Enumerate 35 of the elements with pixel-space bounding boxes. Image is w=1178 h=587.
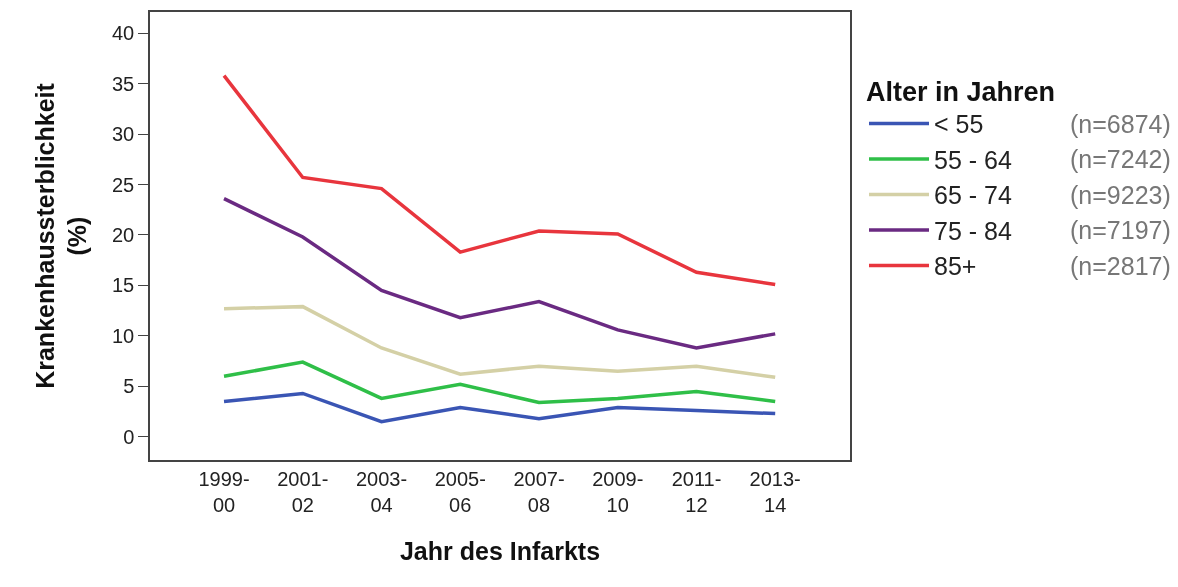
text: (n=2817) [1070,252,1171,280]
text: (n=7242) [1070,145,1171,173]
legend-label: 55 - 64 [934,145,1012,174]
line-series [222,391,777,424]
text: (n=9223) [1070,181,1171,209]
y-tick-label: 40 [112,22,135,45]
x-tick-label: 2007-08 [513,467,565,516]
legend-label: 65 - 74 [934,181,1012,210]
x-tick-label: 2005-06 [434,467,486,516]
legend-label: 85+ [934,252,977,281]
x-tick-label: 2003-04 [355,467,408,516]
line-series [222,360,777,405]
y-tick-label: 25 [112,173,135,196]
y-tick-label: 5 [123,375,135,398]
y-tick-label: 0 [123,425,135,448]
legend-label: < 55 [934,110,984,139]
y-tick-label: 10 [112,324,135,347]
y-axis-title: Krankenhaussterblichkeit (%) [30,82,92,389]
y-tick-label: 30 [112,123,135,146]
y-tick-label: 15 [112,274,135,297]
x-tick-label: 2011-12 [671,467,722,516]
x-axis-title: Jahr des Infarkts [399,537,601,566]
x-tick-label: 2013-14 [749,467,801,516]
y-tick-label: 20 [112,223,135,246]
text: (n=7197) [1070,216,1171,244]
x-tick-label: 2001-02 [277,467,329,516]
legend-title: Alter in Jahren [866,76,1056,107]
line-series [222,73,777,287]
line-series [222,304,777,380]
x-tick-label: 2009-10 [592,467,644,516]
line-series [222,196,777,350]
text: (n=6874) [1070,110,1171,138]
legend-label: 75 - 84 [934,216,1012,245]
y-tick-label: 35 [112,72,135,95]
x-tick-label: 1999-00 [198,467,250,516]
